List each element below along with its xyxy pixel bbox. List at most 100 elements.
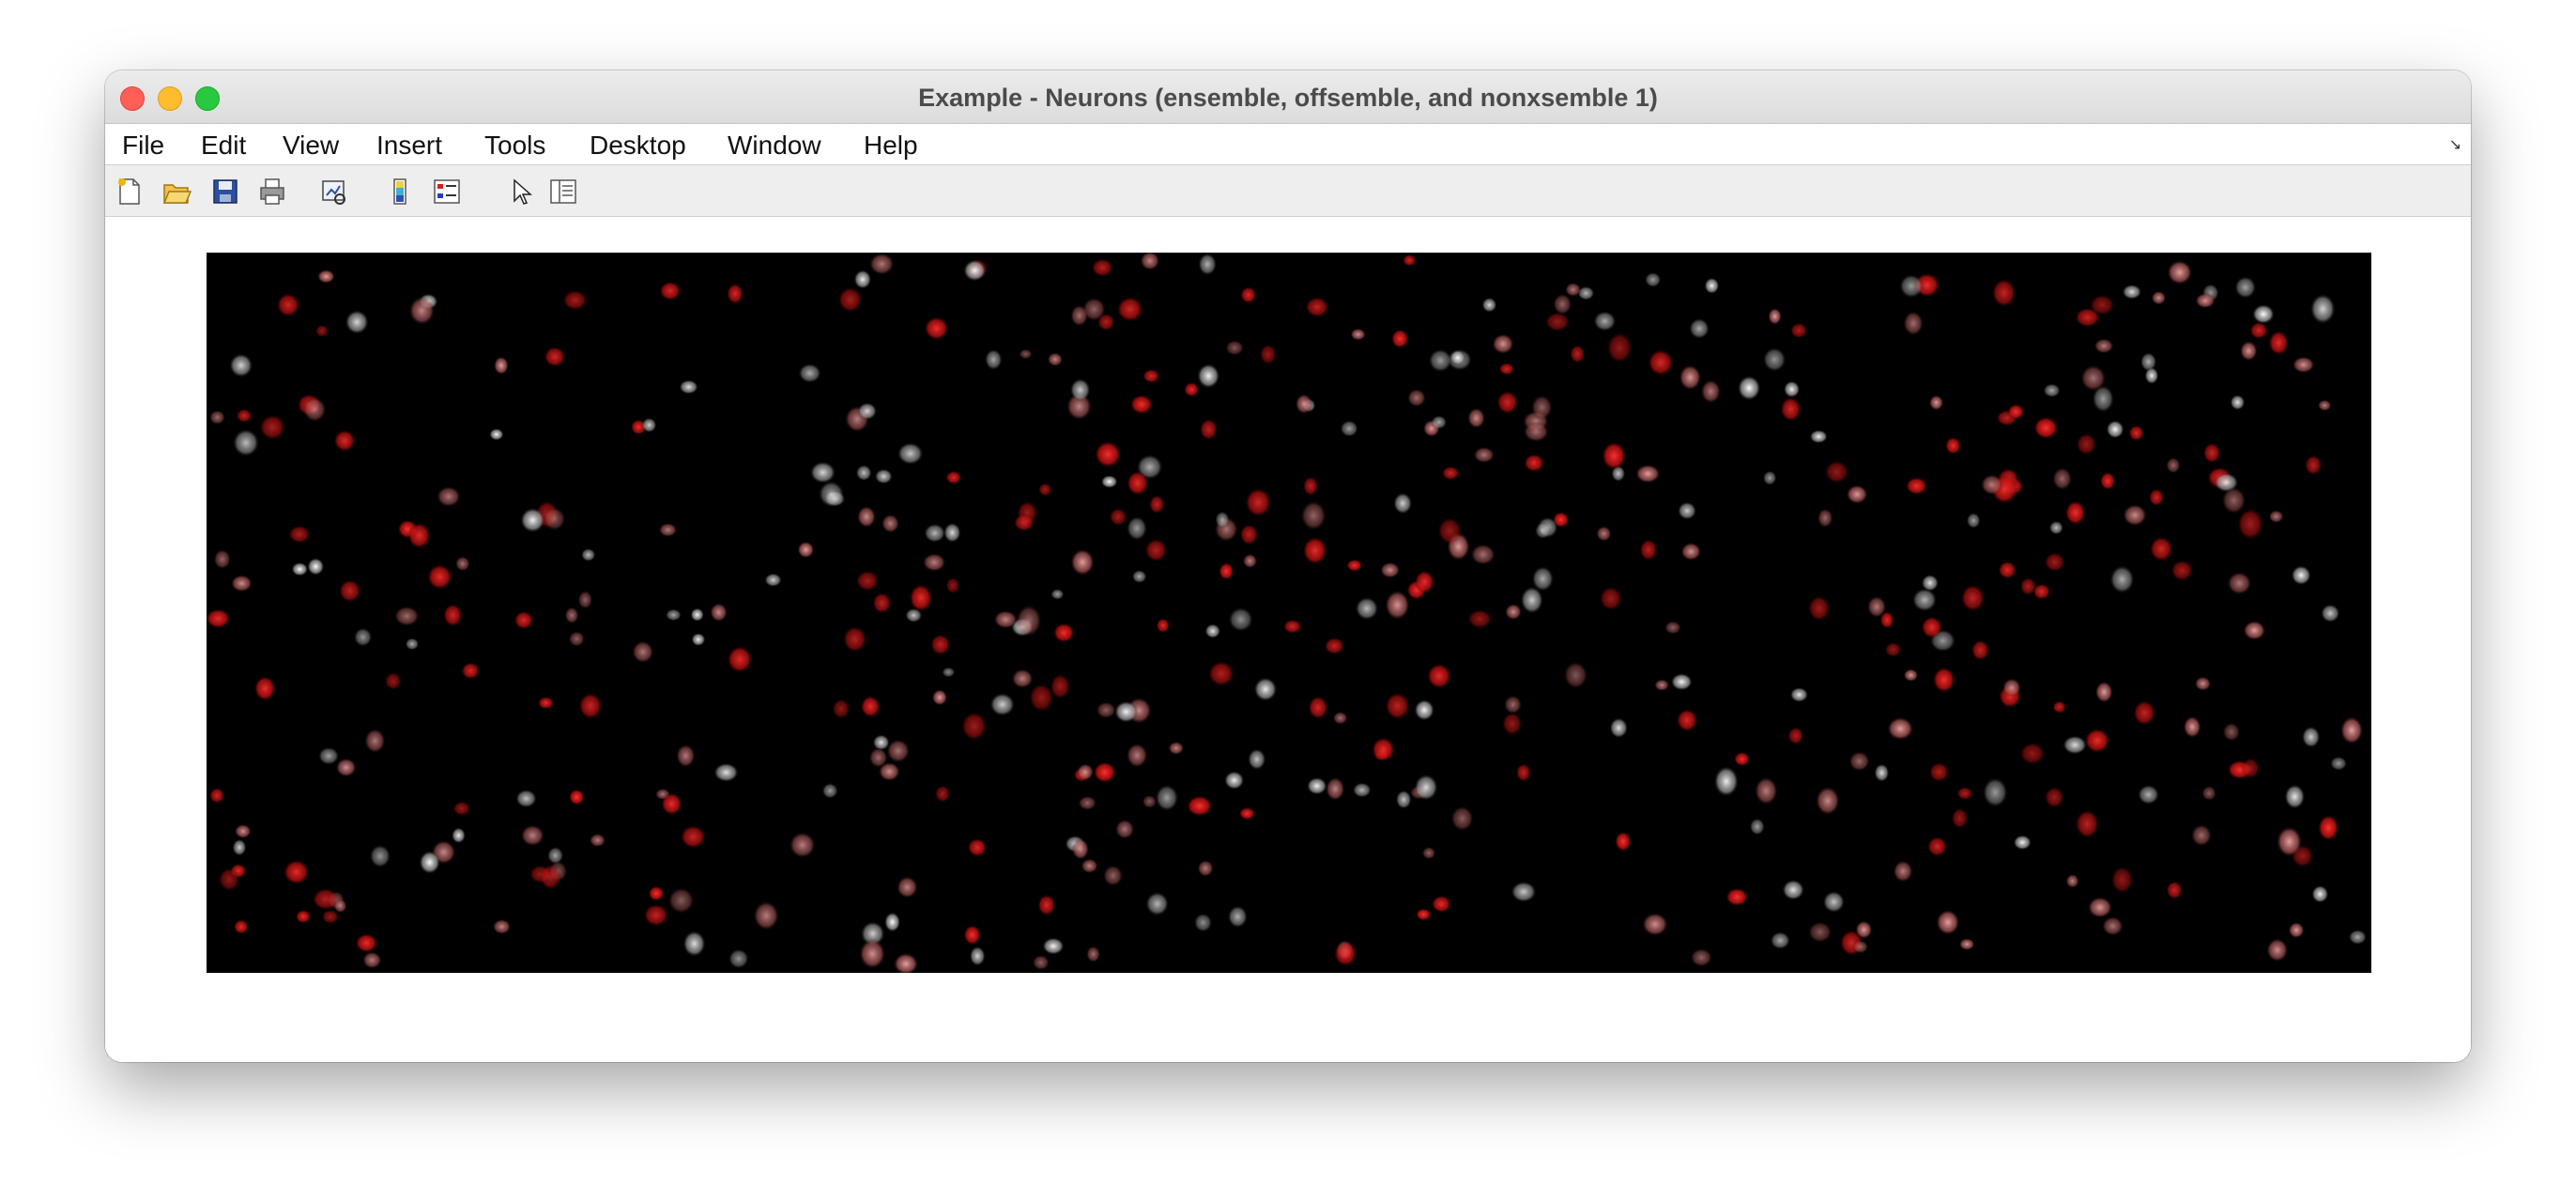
neuron-pink — [2201, 785, 2216, 801]
open-file-icon[interactable] — [161, 177, 192, 207]
neuron-white — [2291, 565, 2311, 585]
title-bar[interactable]: Example - Neurons (ensemble, offsemble, … — [105, 70, 2471, 124]
neuron-red — [1095, 440, 1122, 468]
close-button[interactable] — [120, 86, 145, 111]
neuron-red — [843, 625, 867, 653]
property-inspector-icon[interactable] — [548, 177, 578, 207]
neuron-white — [679, 379, 698, 394]
neuron-white — [1912, 588, 1938, 612]
neuron-white — [1670, 673, 1693, 691]
neuron-white — [318, 747, 340, 765]
neuron-red — [1093, 762, 1116, 783]
neuron-pink — [1295, 393, 1312, 414]
neuron-white — [2048, 520, 2063, 535]
neuron-red — [2033, 416, 2059, 439]
neuron-red — [312, 887, 339, 911]
neuron-red — [2076, 433, 2096, 455]
new-figure-icon[interactable] — [115, 177, 145, 207]
neuron-red — [2084, 728, 2110, 753]
neuron-pink — [577, 590, 593, 609]
neuron-red — [648, 886, 665, 902]
neuron-image-axes[interactable] — [207, 253, 2371, 973]
neuron-red — [339, 579, 361, 603]
neuron-pink — [667, 887, 695, 914]
edit-plot-pointer-icon[interactable] — [505, 177, 535, 207]
neuron-red — [209, 787, 225, 804]
neuron-red — [2170, 560, 2193, 581]
neuron-white — [872, 734, 890, 750]
neuron-pink — [1332, 711, 1348, 725]
neuron-red — [1403, 254, 1417, 267]
neuron-red — [1725, 887, 1749, 906]
neuron-pink — [1047, 352, 1064, 366]
neuron-red — [1677, 708, 1698, 732]
neuron-pink — [230, 575, 253, 593]
neuron-white — [1100, 475, 1118, 488]
neuron-red — [2065, 501, 2086, 525]
neuron-red — [1437, 517, 1462, 545]
neuron-red — [2133, 701, 2156, 726]
neuron-white — [1253, 677, 1278, 701]
menu-help[interactable]: Help — [864, 131, 918, 160]
neuron-pink — [2151, 290, 2167, 305]
neuron-white — [1395, 790, 1412, 809]
neuron-red — [1208, 660, 1234, 686]
neuron-red — [2052, 701, 2066, 714]
neuron-white — [641, 417, 657, 433]
legend-icon[interactable] — [432, 177, 462, 207]
link-plot-icon[interactable] — [319, 177, 349, 207]
neuron-pink — [1981, 474, 2003, 496]
neuron-white — [547, 846, 564, 865]
neuron-pink — [658, 522, 678, 537]
neuron-red — [961, 712, 988, 741]
neuron-red — [1239, 524, 1259, 546]
neuron-red — [1116, 297, 1143, 322]
neuron-pink — [2288, 921, 2305, 939]
menu-desktop[interactable]: Desktop — [590, 131, 686, 160]
neuron-white — [1899, 274, 1924, 299]
neuron-white — [1520, 586, 1543, 614]
neuron-white — [2043, 383, 2061, 398]
maximize-button[interactable] — [195, 86, 220, 111]
neuron-pink — [408, 296, 436, 325]
neuron-pink — [1407, 389, 1426, 408]
neuron-red — [2007, 404, 2025, 420]
neuron-pink — [1563, 661, 1588, 689]
neuron-white — [1224, 771, 1245, 790]
neuron-red — [514, 610, 534, 629]
neuron-white — [728, 948, 749, 969]
menu-window[interactable]: Window — [728, 131, 821, 160]
neuron-pink — [437, 485, 461, 507]
minimize-button[interactable] — [158, 86, 182, 111]
neuron-white — [1228, 607, 1253, 632]
menu-file[interactable]: File — [122, 131, 165, 160]
neuron-pink — [1846, 485, 1868, 504]
neuron-white — [1449, 349, 1466, 365]
neuron-image — [207, 253, 2368, 973]
dock-arrow-icon[interactable]: ↘ — [2448, 137, 2461, 153]
neuron-red — [1240, 286, 1257, 303]
neuron-pink — [797, 541, 815, 559]
neuron-red — [1884, 641, 1902, 657]
menu-insert[interactable]: Insert — [376, 131, 443, 160]
neuron-pink — [2123, 504, 2147, 527]
save-icon[interactable] — [210, 177, 240, 207]
menu-edit[interactable]: Edit — [201, 131, 247, 160]
neuron-pink — [1421, 846, 1436, 860]
neuron-pink — [2093, 338, 2114, 354]
neuron-pink — [1816, 786, 1840, 815]
neuron-red — [1927, 836, 1948, 856]
neuron-pink — [1958, 938, 1975, 950]
neuron-red — [2019, 577, 2036, 595]
neuron-red — [427, 564, 452, 590]
menu-tools[interactable]: Tools — [484, 131, 546, 160]
neuron-white — [665, 609, 682, 622]
neuron-pink — [1596, 526, 1612, 542]
print-icon[interactable] — [257, 177, 287, 207]
colorbar-icon[interactable] — [385, 177, 415, 207]
menu-view[interactable]: View — [283, 131, 340, 160]
neuron-white — [515, 789, 537, 809]
neuron-red — [1467, 609, 1493, 629]
neuron-white — [942, 667, 956, 678]
neuron-pink — [1326, 777, 1345, 801]
